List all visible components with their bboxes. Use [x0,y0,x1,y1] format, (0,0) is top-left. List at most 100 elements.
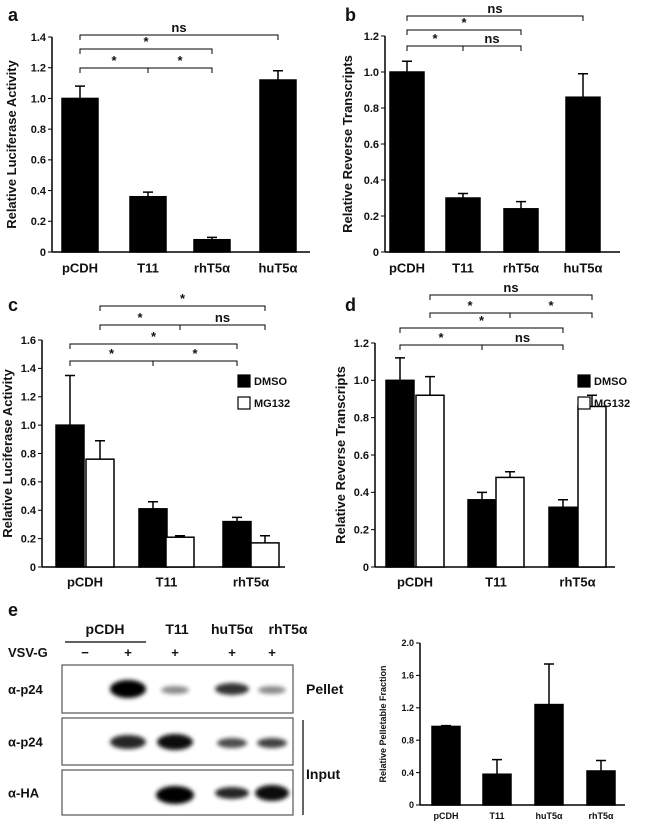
y-tick-label: 0 [409,800,414,810]
y-tick-label: 0.8 [364,103,379,115]
x-tick-label: T11 [452,261,474,276]
x-tick-label: rhT5α [588,811,614,821]
panel-letter: c [8,295,18,315]
significance-label: * [151,329,157,344]
y-tick-label: 0.4 [21,505,37,517]
row-label: α-p24 [8,735,43,750]
significance-label: * [548,298,554,313]
legend-label: MG132 [594,398,630,410]
blot-box [61,717,294,766]
x-tick-label: T11 [156,575,178,590]
significance-label: ns [503,280,518,295]
legend-swatch [237,374,251,388]
bar [467,499,497,568]
legend-swatch [577,374,591,388]
significance-label: * [467,298,473,313]
significance-bracket [406,29,522,35]
treatment-sign: + [124,645,132,660]
blot-band [215,787,249,799]
error-bar [143,191,153,197]
error-bar [273,70,283,80]
error-bar [207,236,217,240]
x-tick-label: pCDH [62,261,98,276]
section-label: Input [306,766,341,782]
x-tick-label: rhT5α [233,575,269,590]
y-axis-label: Relative Reverse Transcripts [333,366,348,544]
y-tick-label: 0.8 [31,124,46,136]
y-tick-label: 1.4 [21,363,37,375]
x-tick-label: pCDH [389,261,425,276]
bar [138,508,168,568]
error-bar [544,663,554,705]
significance-label: ns [171,20,186,35]
y-axis-label: Relative Luciferase Activity [0,368,15,537]
error-bar [458,192,468,198]
blot-band [110,735,146,749]
y-tick-label: 1.0 [21,420,36,432]
blot-band [110,680,146,698]
treatment-sign: + [268,645,276,660]
y-axis-label: Relative Pelletable Fraction [378,665,388,782]
error-bar [260,535,270,543]
panel-letter: b [345,5,356,25]
significance-label: ns [215,310,230,325]
error-bar [492,758,502,775]
y-tick-label: 0.4 [354,487,370,499]
error-bar [175,535,185,538]
bar [445,197,481,253]
significance-label: * [461,15,467,30]
y-tick-label: 2.0 [401,638,414,648]
y-tick-label: 0 [40,247,46,259]
y-tick-label: 0.2 [364,211,379,223]
x-tick-label: pCDH [67,575,103,590]
y-tick-label: 1.0 [354,375,369,387]
error-bar [402,60,412,72]
bar [565,96,601,253]
x-tick-label: huT5α [258,261,297,276]
blot-band [255,785,289,801]
significance-bracket [79,48,213,54]
y-tick-label: 0.6 [31,155,46,167]
y-tick-label: 0 [363,562,369,574]
significance-label: * [479,313,485,328]
significance-label: * [143,34,149,49]
blot-band [215,683,249,695]
significance-bracket [429,312,511,318]
significance-bracket [152,360,238,366]
lane-group-label: huT5α [211,621,253,637]
significance-label: * [192,346,198,361]
x-tick-label: rhT5α [194,261,230,276]
y-tick-label: 1.2 [21,392,36,404]
bar [85,458,115,568]
y-tick-label: 0.6 [354,450,369,462]
significance-label: ns [487,1,502,16]
bar [415,394,445,568]
significance-label: * [111,53,117,68]
error-bar [95,439,105,460]
significance-bracket [406,45,464,51]
y-tick-label: 1.6 [401,671,414,681]
y-tick-label: 0.4 [401,768,414,778]
x-tick-label: rhT5α [559,575,595,590]
y-tick-label: 0 [373,247,379,259]
error-bar [65,374,75,426]
error-bar [587,394,597,407]
y-tick-label: 1.0 [31,93,46,105]
y-tick-label: 0.6 [364,139,379,151]
bar [503,208,539,253]
significance-label: * [177,53,183,68]
significance-bracket [406,15,584,21]
blot-band [156,786,194,804]
significance-bracket [509,312,593,318]
bar [548,506,578,568]
bar [586,770,616,806]
significance-bracket [429,294,593,300]
y-tick-label: 0.8 [354,413,369,425]
blot-band [257,738,287,748]
legend-label: DMSO [254,376,287,388]
y-tick-label: 0 [30,562,36,574]
y-tick-label: 1.2 [364,31,379,43]
significance-bracket [399,327,564,333]
significance-bracket [79,34,279,40]
